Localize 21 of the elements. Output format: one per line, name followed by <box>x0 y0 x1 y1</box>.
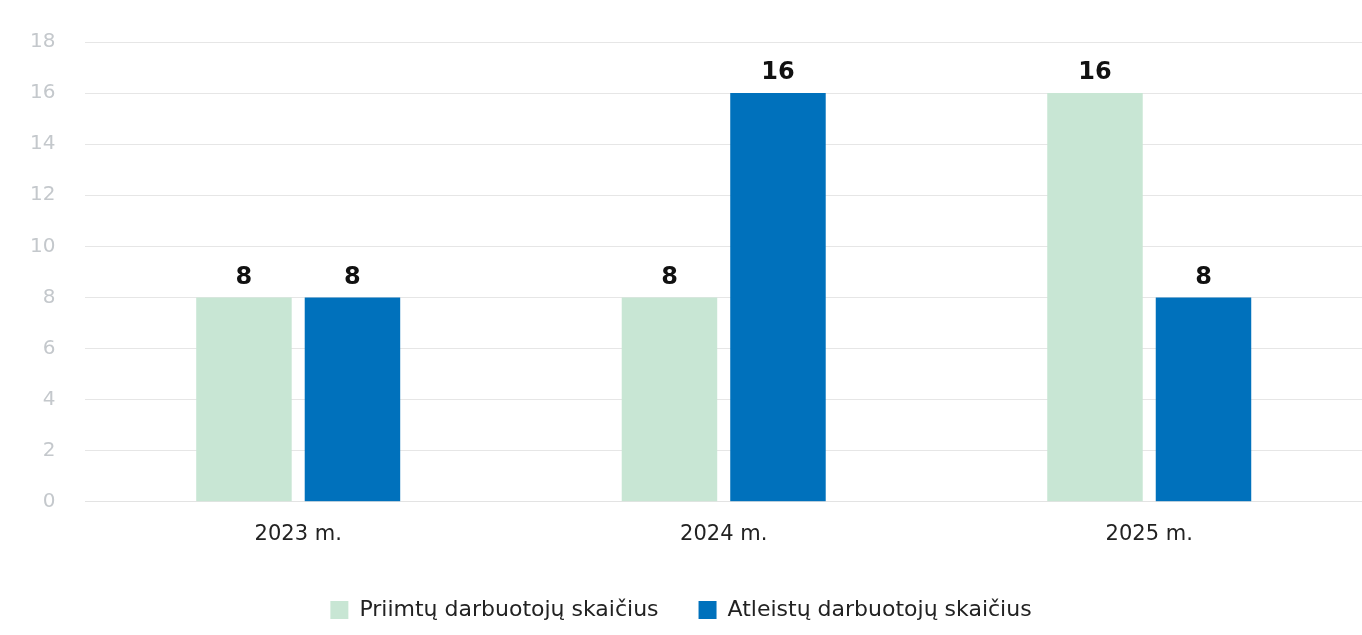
y-tick-label: 4 <box>42 385 56 410</box>
y-tick-label: 16 <box>30 79 56 104</box>
y-tick-label: 6 <box>42 334 56 359</box>
y-tick-label: 8 <box>42 283 56 308</box>
data-label: 16 <box>1078 57 1112 86</box>
data-label: 8 <box>1195 261 1212 290</box>
data-label: 8 <box>661 261 678 290</box>
x-tick-label: 2025 m. <box>1105 520 1193 545</box>
data-label: 8 <box>344 261 361 290</box>
x-tick-label: 2024 m. <box>680 520 768 545</box>
legend-label: Priimtų darbuotojų skaičius <box>359 595 659 621</box>
y-tick-label: 10 <box>30 232 56 257</box>
y-tick-label: 14 <box>30 130 56 155</box>
x-tick-label: 2023 m. <box>254 520 342 545</box>
y-tick-label: 2 <box>42 436 56 461</box>
legend-label: Atleistų darbuotojų skaičius <box>727 595 1032 621</box>
data-label: 16 <box>761 57 795 86</box>
y-tick-label: 12 <box>30 181 56 206</box>
data-label: 8 <box>235 261 253 290</box>
y-tick-label: 18 <box>30 28 56 53</box>
y-tick-label: 0 <box>42 488 56 512</box>
